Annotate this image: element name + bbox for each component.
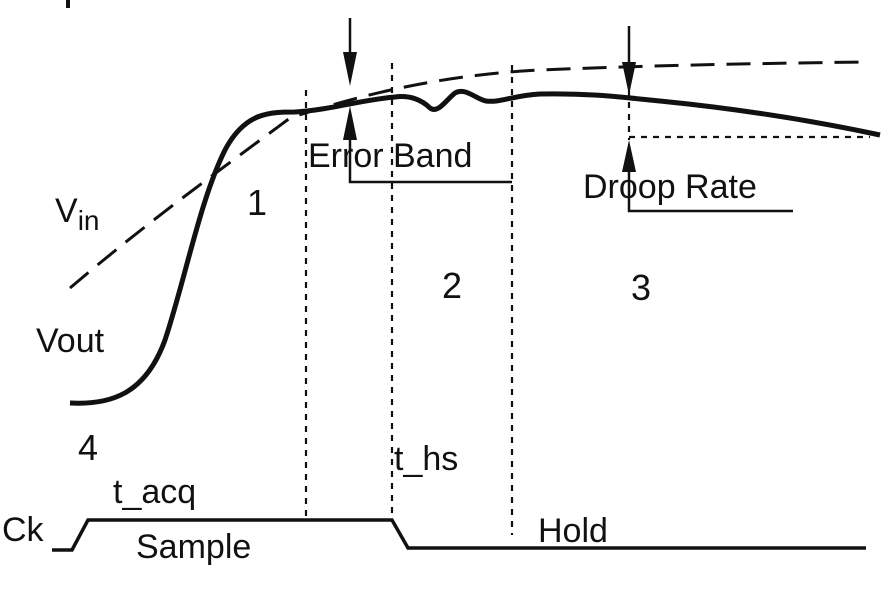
clock-label: Ck xyxy=(2,511,45,549)
t-acq-label: t_acq xyxy=(113,473,196,511)
droop-rate-label: Droop Rate xyxy=(583,168,757,206)
region-4-label: 4 xyxy=(78,427,98,468)
droop-top-arrowhead xyxy=(622,62,636,95)
vout-label: Vout xyxy=(36,322,105,360)
vout-curve xyxy=(70,91,880,403)
error-band-top-arrowhead xyxy=(343,52,357,86)
t-hs-label: t_hs xyxy=(394,440,458,478)
region-3-label: 3 xyxy=(631,267,651,308)
hold-label: Hold xyxy=(538,512,608,550)
vin-label: Vin xyxy=(55,192,99,236)
region-1-label: 1 xyxy=(247,182,267,223)
error-band-bottom-arrowhead xyxy=(343,106,357,140)
sample-label: Sample xyxy=(136,528,251,566)
region-2-label: 2 xyxy=(442,265,462,306)
error-band-label: Error Band xyxy=(308,137,472,175)
